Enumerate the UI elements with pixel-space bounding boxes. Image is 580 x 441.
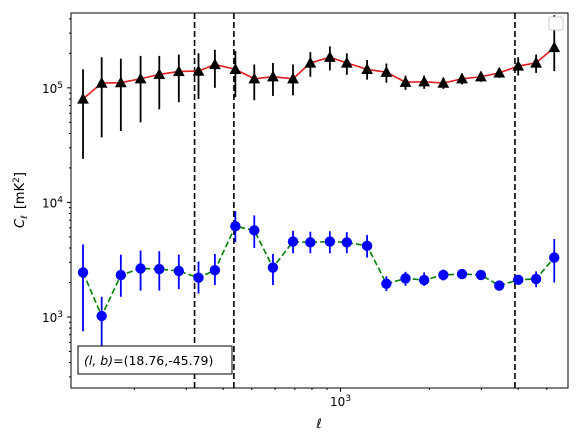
- series-0-point: [172, 65, 185, 77]
- series-1-point: [249, 225, 260, 236]
- series-0-point: [530, 56, 542, 68]
- y-axis-label: Cℓ[mK2]: [12, 172, 30, 228]
- series-1-point: [456, 268, 468, 280]
- y-tick-label: 103: [42, 310, 63, 325]
- series-0-point: [267, 70, 279, 82]
- series-0-point: [192, 64, 205, 76]
- series-1-point: [115, 269, 127, 281]
- series-0-point: [475, 70, 487, 82]
- series-0-point: [493, 66, 506, 78]
- series-1-point: [361, 240, 373, 252]
- y-tick-label: 105: [42, 81, 63, 96]
- series-1-point: [287, 236, 299, 247]
- axes-frame: [70, 12, 569, 389]
- series-0-point: [456, 72, 468, 84]
- x-axis-label: ℓ: [315, 417, 321, 432]
- series-1-point: [77, 267, 89, 278]
- series-1-point: [341, 237, 353, 248]
- series-1-point: [324, 236, 336, 247]
- series-0-point: [95, 76, 108, 88]
- series-0-point: [304, 56, 317, 68]
- series-1-point: [494, 280, 505, 291]
- series-1-point: [438, 269, 449, 281]
- series-0-point: [323, 51, 336, 62]
- series-0-point: [153, 68, 166, 80]
- series-1-point: [305, 237, 316, 248]
- plot-area: [77, 13, 561, 388]
- series-0-point: [512, 59, 525, 71]
- series-0-point: [399, 76, 412, 87]
- x-tick-label: 103: [330, 394, 351, 409]
- legend-box: [548, 16, 564, 31]
- annotation-text: (l, b)=(18.76,-45.79): [84, 353, 213, 368]
- series-0-point: [114, 76, 127, 88]
- series-0-point: [248, 72, 261, 84]
- series-1-point: [209, 265, 221, 276]
- series-1-point: [475, 269, 487, 281]
- series-0-point: [340, 56, 353, 68]
- series-1-point: [154, 263, 165, 275]
- series-0-point: [437, 76, 450, 88]
- y-tick-label: 104: [42, 195, 63, 210]
- series-0-point: [208, 58, 221, 70]
- series-1-point: [418, 274, 430, 286]
- series-0-point: [548, 41, 561, 53]
- axes: 103 103 104 105: [42, 18, 548, 409]
- series-0-point: [380, 65, 393, 77]
- series-1-point: [530, 273, 542, 285]
- series-1-point: [400, 273, 411, 284]
- series-0-point: [361, 63, 373, 75]
- series-1-point: [381, 278, 392, 289]
- series-1-point: [512, 274, 524, 286]
- series-1-point: [173, 265, 185, 277]
- series-1-point: [193, 272, 204, 283]
- series-0-point: [229, 63, 242, 75]
- series-0-point: [418, 75, 431, 87]
- annotation: (l, b)=(18.76,-45.79): [77, 345, 233, 375]
- series-1-point: [96, 310, 107, 322]
- series-1-point: [549, 252, 560, 263]
- svg-text:Cℓ[mK2]: Cℓ[mK2]: [12, 172, 30, 228]
- series-0-point: [77, 92, 89, 104]
- series-1-point: [230, 221, 241, 232]
- series-0-point: [134, 72, 147, 84]
- series-1-point: [267, 262, 279, 273]
- series-1-point: [135, 263, 146, 274]
- annotation-box: [77, 345, 233, 375]
- series-0-point: [287, 72, 299, 84]
